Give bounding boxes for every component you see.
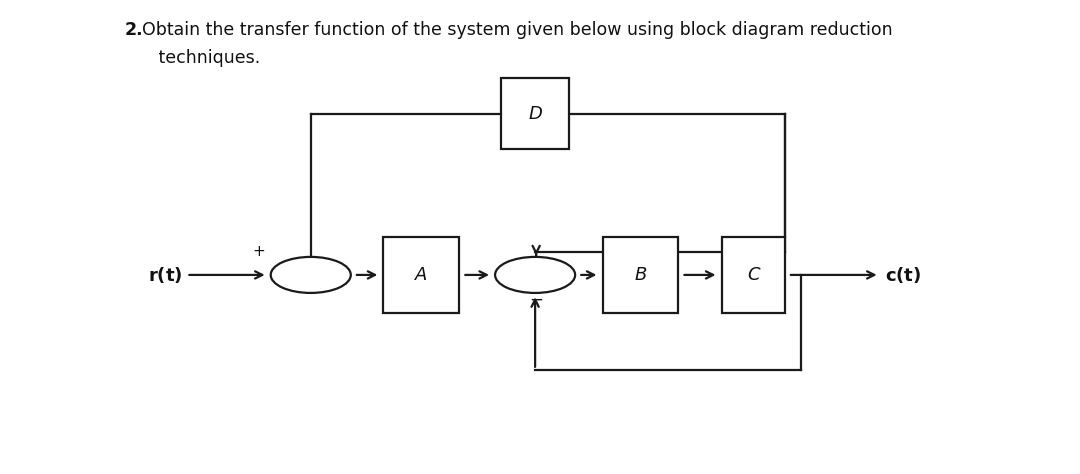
- Text: −: −: [529, 291, 543, 309]
- Text: D: D: [528, 105, 542, 123]
- Bar: [383, 237, 459, 313]
- Text: B: B: [634, 266, 647, 284]
- Text: +: +: [253, 244, 266, 259]
- Text: 2.: 2.: [124, 21, 143, 39]
- Circle shape: [495, 257, 576, 293]
- Circle shape: [271, 257, 351, 293]
- Bar: [501, 78, 569, 149]
- Text: $\mathbf{c(t)}$: $\mathbf{c(t)}$: [885, 265, 921, 285]
- Text: Obtain the transfer function of the system given below using block diagram reduc: Obtain the transfer function of the syst…: [143, 21, 893, 67]
- Text: A: A: [415, 266, 428, 284]
- Text: C: C: [747, 266, 759, 284]
- Text: $\mathbf{r(t)}$: $\mathbf{r(t)}$: [148, 265, 183, 285]
- Bar: [603, 237, 678, 313]
- Bar: [721, 237, 785, 313]
